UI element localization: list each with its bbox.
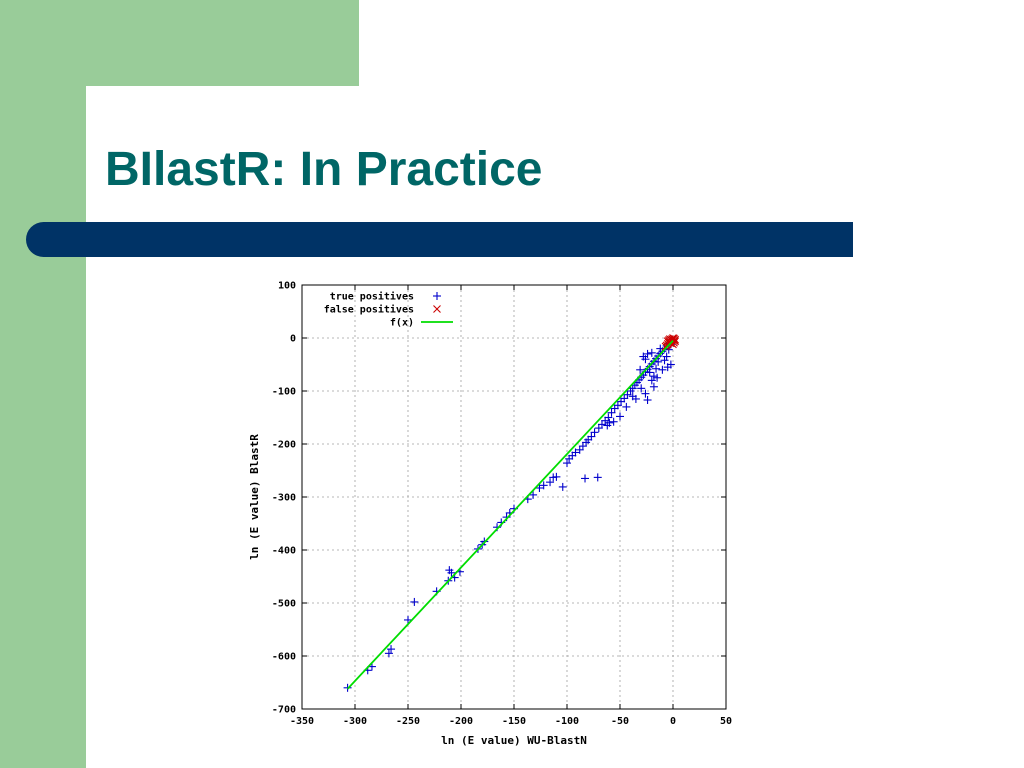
true-positive-point [563, 459, 571, 468]
true-positive-point [535, 483, 544, 492]
true-positive-point [622, 402, 631, 411]
green-top-block [0, 0, 359, 86]
x-tick-label: 0 [670, 716, 676, 727]
true-positive-point [447, 568, 456, 577]
y-tick-label: -500 [272, 599, 296, 610]
false-positive-point [661, 342, 670, 351]
y-axis-label: ln (E value) BlastR [248, 434, 261, 560]
true-positive-point [410, 597, 419, 606]
true-positive-point [637, 384, 646, 393]
x-tick-label: -250 [396, 716, 420, 727]
fx-line [346, 340, 674, 690]
x-tick-label: -200 [449, 716, 473, 727]
legend-label: true positives [330, 291, 414, 303]
true-positive-point [603, 421, 612, 430]
legend-sample-plus [433, 292, 441, 300]
true-positive-point [645, 368, 654, 377]
content-panel [86, 86, 1024, 768]
y-tick-label: 0 [290, 334, 296, 345]
green-sidebar [0, 0, 86, 768]
legend-sample-cross [433, 305, 441, 313]
true-positive-point [558, 482, 567, 491]
true-positive-point [384, 649, 393, 658]
true-positive-point [604, 413, 613, 422]
true-positive-point [546, 478, 555, 487]
title-underline-bar [26, 222, 853, 257]
true-positive-point [641, 389, 650, 398]
true-positive-point [662, 352, 671, 361]
true-positive-point [654, 357, 663, 366]
true-positive-point [643, 349, 652, 358]
true-positive-point [628, 392, 637, 401]
true-positive-point [647, 376, 656, 385]
true-positive-point [649, 382, 658, 391]
x-tick-label: -350 [290, 716, 314, 727]
x-tick-label: -150 [502, 716, 526, 727]
true-positive-point [641, 355, 650, 364]
grid-layer [302, 285, 726, 709]
legend-label: false positives [324, 304, 414, 316]
true-positive-point [609, 417, 618, 426]
y-tick-label: -200 [272, 440, 296, 451]
true-positive-point [658, 365, 667, 374]
y-tick-label: -400 [272, 546, 296, 557]
true-positive-point [539, 481, 548, 490]
y-tick-label: 100 [278, 281, 296, 292]
x-tick-label: -100 [555, 716, 579, 727]
x-tick-label: -300 [343, 716, 367, 727]
true-positive-point [593, 473, 602, 482]
true-positive-point [581, 474, 590, 483]
tick-layer: -350 -300 -250 -200 -150 -100 -50 0 50-700-600-5… [272, 281, 732, 728]
true-positive-point [636, 365, 645, 374]
true-positive-point [653, 373, 662, 382]
x-axis-label: ln (E value) WU-BlastN [441, 734, 587, 747]
true-positive-point [616, 412, 624, 421]
true-positive-point [529, 490, 538, 499]
y-tick-label: -600 [272, 652, 296, 663]
true-positive-point [387, 645, 396, 654]
true-positive-point [590, 428, 599, 437]
slide-title: BIlastR: In Practice [105, 143, 543, 196]
true-positive-point [660, 356, 669, 365]
true-positive-point [652, 364, 661, 373]
legend-label: f(x) [390, 318, 414, 329]
data-layer [343, 334, 680, 692]
true-positive-point [643, 396, 652, 405]
true-positive-point [404, 615, 412, 624]
true-positive-point [587, 432, 596, 441]
true-positive-point [663, 363, 672, 372]
x-tick-label: 50 [720, 716, 732, 727]
true-positive-point [607, 408, 616, 417]
true-positive-point [647, 348, 656, 357]
y-tick-label: -300 [272, 493, 296, 504]
scatter-chart: -350 -300 -250 -200 -150 -100 -50 0 50-700-600-5… [248, 281, 732, 748]
y-tick-label: -700 [272, 705, 296, 716]
x-tick-label: -50 [611, 716, 629, 727]
true-positive-point [552, 472, 561, 481]
true-positive-point [571, 448, 580, 457]
y-tick-label: -100 [272, 387, 296, 398]
